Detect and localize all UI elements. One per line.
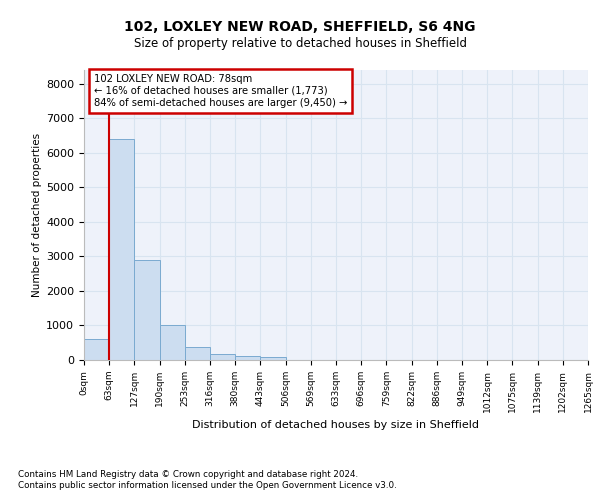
Bar — [134, 260, 160, 360]
Text: Size of property relative to detached houses in Sheffield: Size of property relative to detached ho… — [133, 38, 467, 51]
Bar — [160, 326, 185, 360]
X-axis label: Distribution of detached houses by size in Sheffield: Distribution of detached houses by size … — [193, 420, 479, 430]
Bar — [84, 338, 109, 360]
Bar — [260, 357, 286, 360]
Text: Contains public sector information licensed under the Open Government Licence v3: Contains public sector information licen… — [18, 481, 397, 490]
Text: 102, LOXLEY NEW ROAD, SHEFFIELD, S6 4NG: 102, LOXLEY NEW ROAD, SHEFFIELD, S6 4NG — [124, 20, 476, 34]
Bar — [235, 356, 260, 360]
Bar — [109, 139, 134, 360]
Bar — [185, 347, 210, 360]
Text: Contains HM Land Registry data © Crown copyright and database right 2024.: Contains HM Land Registry data © Crown c… — [18, 470, 358, 479]
Text: 102 LOXLEY NEW ROAD: 78sqm
← 16% of detached houses are smaller (1,773)
84% of s: 102 LOXLEY NEW ROAD: 78sqm ← 16% of deta… — [94, 74, 347, 108]
Y-axis label: Number of detached properties: Number of detached properties — [32, 133, 42, 297]
Bar — [210, 354, 235, 360]
